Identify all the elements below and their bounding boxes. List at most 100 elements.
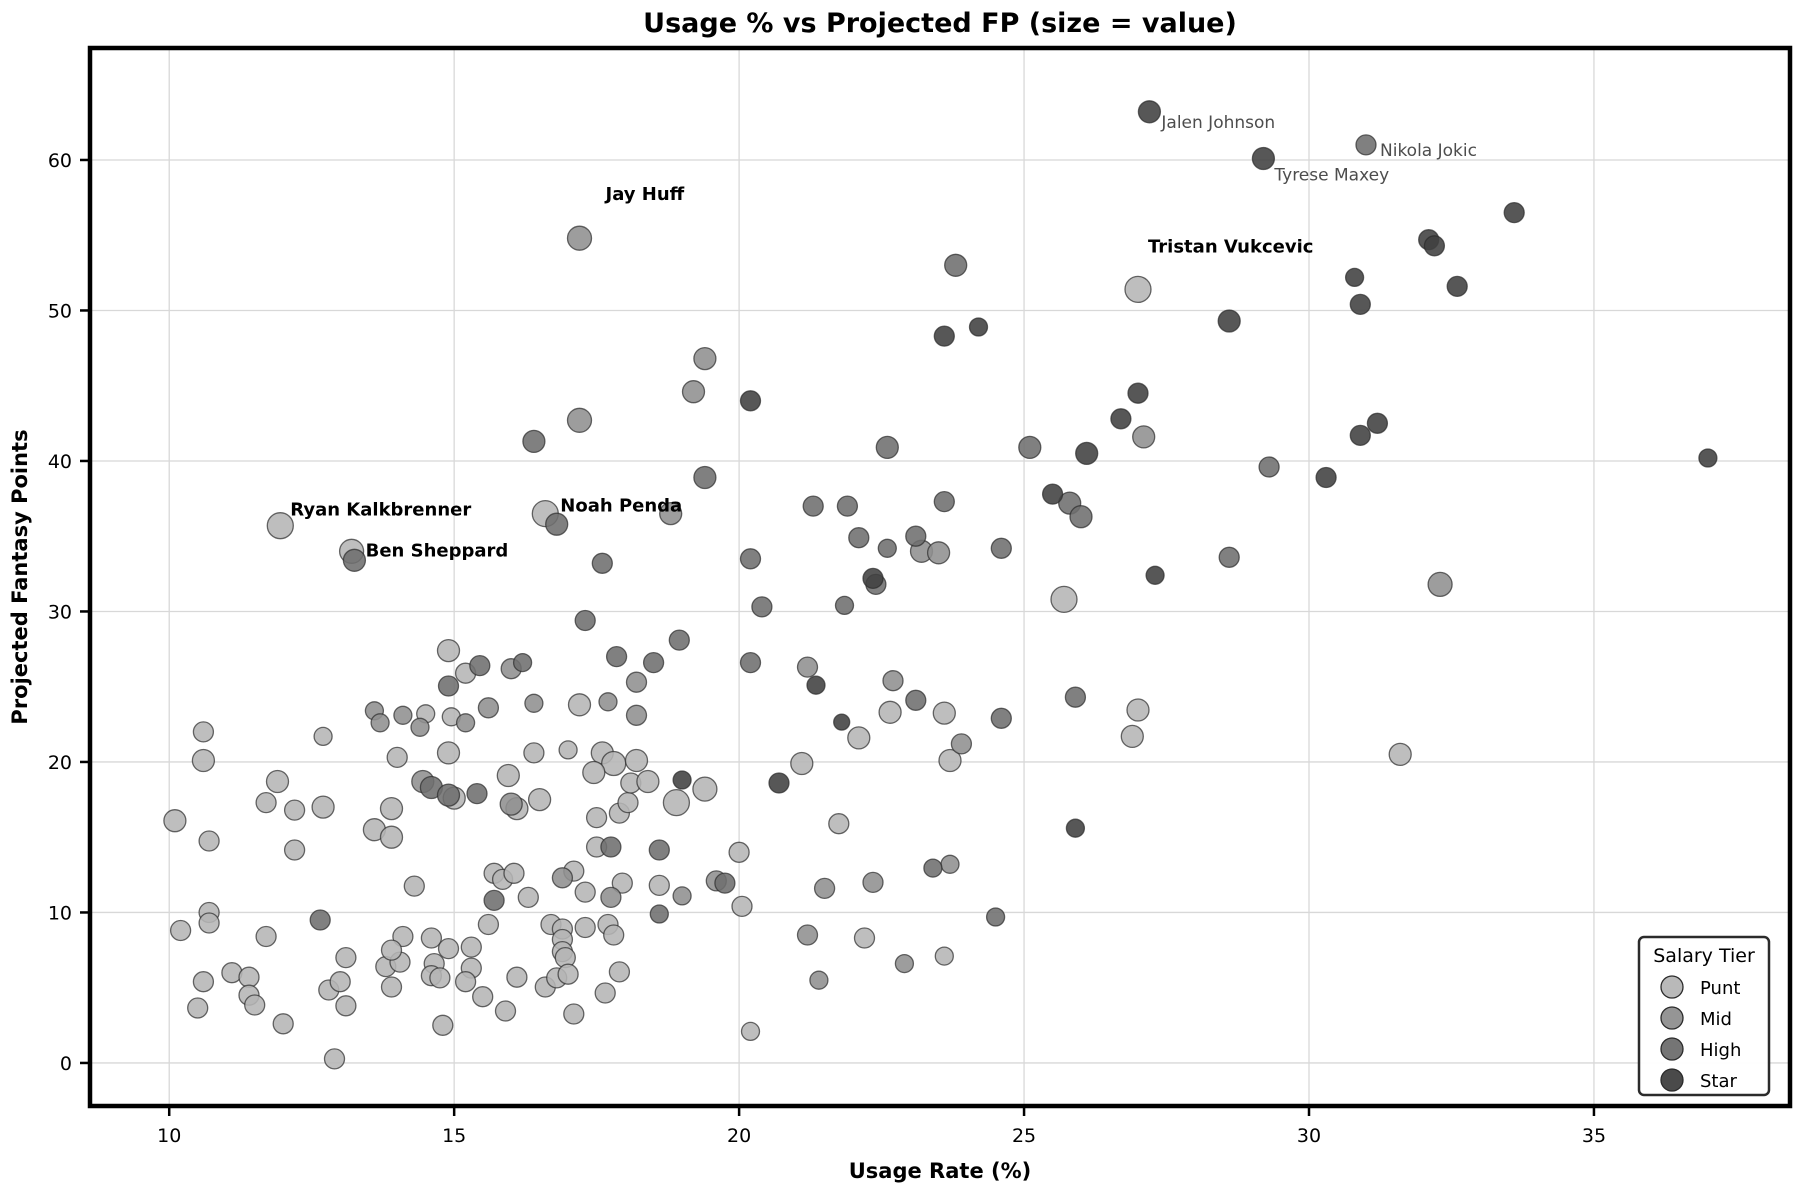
data-point[interactable] (265, 769, 290, 794)
data-point[interactable] (1315, 466, 1337, 489)
data-point[interactable] (1698, 448, 1718, 468)
data-point[interactable] (380, 976, 403, 998)
data-point[interactable] (636, 769, 660, 794)
data-point[interactable] (605, 645, 628, 668)
data-point[interactable] (624, 748, 649, 773)
data-point[interactable] (574, 609, 596, 632)
data-point[interactable] (940, 854, 960, 874)
data-point[interactable] (649, 904, 669, 924)
data-point[interactable] (1217, 309, 1241, 333)
data-point[interactable] (494, 1000, 517, 1022)
data-point[interactable] (1427, 571, 1453, 598)
data-point[interactable] (551, 867, 574, 889)
data-point[interactable] (255, 791, 277, 814)
data-point[interactable] (1423, 235, 1446, 257)
data-point[interactable] (527, 787, 552, 812)
data-point[interactable] (933, 325, 955, 347)
data-point[interactable] (1366, 412, 1389, 434)
data-point[interactable] (1069, 505, 1093, 529)
data-point[interactable] (731, 895, 753, 918)
data-point[interactable] (1218, 546, 1240, 568)
data-point[interactable] (790, 751, 814, 776)
data-point[interactable] (1355, 134, 1377, 156)
data-point[interactable] (625, 704, 648, 726)
data-point[interactable] (600, 836, 622, 858)
data-point[interactable] (198, 912, 220, 934)
data-point[interactable] (617, 791, 639, 814)
data-point[interactable] (574, 916, 596, 939)
data-point[interactable] (834, 595, 855, 616)
legend-label-punt[interactable]: Punt (1700, 978, 1740, 999)
data-point[interactable] (768, 772, 790, 794)
data-point[interactable] (191, 748, 216, 773)
data-point[interactable] (370, 713, 390, 733)
data-point[interactable] (342, 548, 367, 572)
data-point[interactable] (313, 726, 333, 747)
data-point[interactable] (740, 1021, 761, 1042)
data-point[interactable] (693, 465, 717, 490)
data-point[interactable] (659, 501, 683, 526)
data-point[interactable] (1126, 698, 1150, 722)
data-point[interactable] (847, 726, 871, 750)
data-point[interactable] (938, 748, 962, 773)
data-point[interactable] (524, 693, 544, 713)
data-point[interactable] (692, 776, 718, 802)
data-point[interactable] (681, 380, 706, 404)
data-point[interactable] (1132, 425, 1156, 449)
data-point[interactable] (403, 875, 425, 897)
data-point[interactable] (335, 995, 357, 1017)
data-point[interactable] (668, 629, 690, 651)
data-point[interactable] (598, 692, 618, 712)
data-point[interactable] (169, 919, 192, 942)
data-point[interactable] (882, 670, 904, 692)
data-point[interactable] (311, 795, 335, 819)
data-point[interactable] (545, 512, 569, 536)
data-point[interactable] (1258, 456, 1280, 478)
data-point[interactable] (503, 862, 525, 884)
data-point[interactable] (558, 740, 578, 760)
data-point[interactable] (813, 877, 836, 900)
data-point[interactable] (672, 770, 692, 790)
data-point[interactable] (591, 552, 613, 574)
data-point[interactable] (990, 537, 1012, 559)
legend-label-star[interactable]: Star (1700, 1071, 1738, 1092)
data-point[interactable] (323, 1048, 346, 1070)
data-point[interactable] (557, 963, 579, 985)
data-point[interactable] (809, 970, 829, 990)
data-point[interactable] (469, 654, 491, 677)
data-point[interactable] (932, 701, 956, 725)
data-point[interactable] (594, 982, 616, 1004)
data-point[interactable] (477, 913, 500, 936)
data-point[interactable] (1050, 585, 1078, 614)
data-point[interactable] (944, 253, 968, 277)
data-point[interactable] (436, 741, 461, 765)
data-point[interactable] (1251, 146, 1276, 171)
data-point[interactable] (393, 705, 413, 725)
data-point[interactable] (420, 927, 443, 949)
data-point[interactable] (192, 971, 215, 993)
data-point[interactable] (836, 495, 859, 517)
data-point[interactable] (739, 548, 762, 570)
data-point[interactable] (648, 874, 670, 897)
data-point[interactable] (1120, 724, 1144, 749)
data-point[interactable] (905, 689, 927, 711)
data-point[interactable] (460, 936, 482, 958)
data-point[interactable] (603, 924, 625, 946)
data-point[interactable] (985, 907, 1006, 927)
data-point[interactable] (187, 997, 209, 1019)
data-point[interactable] (567, 693, 592, 717)
data-point[interactable] (477, 697, 500, 719)
data-point[interactable] (192, 721, 215, 743)
data-point[interactable] (1127, 382, 1149, 404)
legend-label-mid[interactable]: Mid (1700, 1009, 1732, 1030)
data-point[interactable] (1124, 275, 1152, 304)
data-point[interactable] (833, 713, 851, 731)
data-point[interactable] (163, 809, 187, 833)
data-point[interactable] (875, 435, 899, 460)
data-point[interactable] (506, 966, 528, 988)
data-point[interactable] (472, 986, 494, 1008)
data-point[interactable] (335, 946, 357, 969)
data-point[interactable] (483, 889, 505, 912)
data-point[interactable] (862, 871, 884, 894)
data-point[interactable] (436, 638, 461, 663)
